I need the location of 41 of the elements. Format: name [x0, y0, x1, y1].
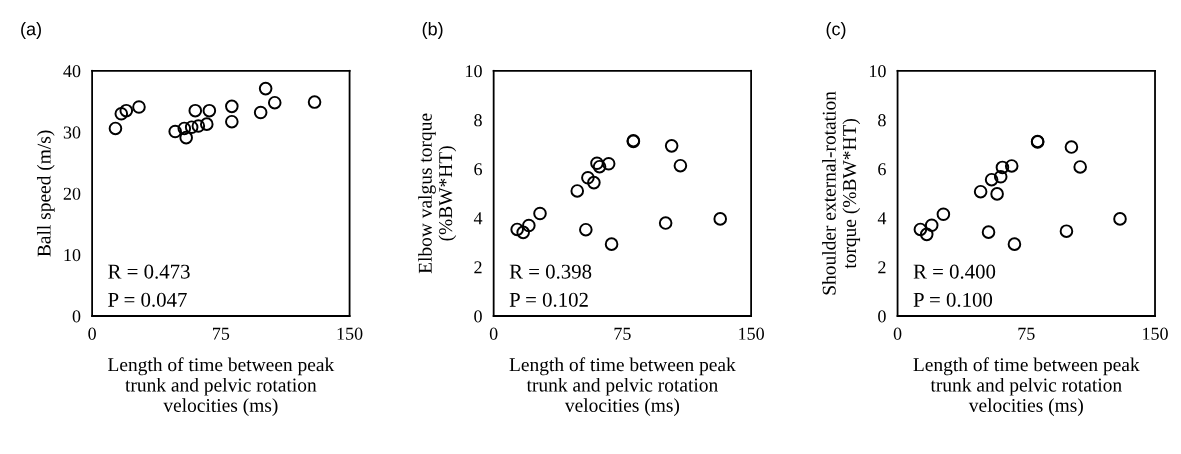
x-axis-title: Length of time between peak trunk and pelvic rotation velocities (ms) [913, 357, 1140, 416]
annotation: R = 0.473 [108, 264, 190, 279]
y-tick-label: 0 [474, 310, 482, 323]
y-tick-label: 2 [474, 261, 482, 274]
x-tick-label: 150 [337, 327, 363, 340]
x-tick-label: 75 [614, 327, 631, 340]
y-tick-label: 30 [63, 126, 81, 139]
y-tick-label: 10 [466, 65, 482, 78]
y-axis-title: Shoulder external-rotation torque (%BW*HT) [822, 91, 861, 295]
x-tick-label: 0 [88, 327, 96, 340]
y-tick-label: 10 [64, 248, 81, 262]
y-tick-label: 10 [869, 65, 886, 78]
x-tick-label: 150 [739, 327, 764, 340]
y-tick-label: 8 [878, 114, 886, 127]
y-tick-label: 6 [474, 163, 483, 176]
chart-title: (b) [422, 22, 443, 39]
x-tick-label: 75 [1018, 327, 1035, 340]
y-tick-label: 20 [63, 187, 81, 200]
chart-title: (a) [21, 22, 41, 39]
y-tick-label: 4 [877, 212, 887, 225]
x-axis-title: Length of time between peak trunk and pelvic rotation velocities (ms) [108, 357, 335, 416]
y-tick-label: 6 [878, 163, 886, 176]
x-tick-label: 75 [213, 327, 230, 340]
annotation: P = 0.102 [509, 292, 588, 307]
y-tick-label: 4 [473, 212, 483, 225]
x-tick-label: 0 [893, 327, 902, 340]
chart-title: (c) [826, 22, 846, 39]
annotation: R = 0.400 [913, 264, 996, 279]
y-tick-label: 8 [474, 114, 482, 127]
y-tick-label: 0 [878, 310, 886, 323]
y-tick-label: 40 [63, 65, 81, 78]
y-tick-label: 2 [878, 261, 886, 274]
annotation: P = 0.100 [913, 292, 993, 307]
annotation: R = 0.398 [509, 264, 592, 279]
x-tick-label: 150 [1143, 327, 1168, 340]
y-axis-title: Elbow valgus torque (%BW*HT) [418, 113, 457, 274]
x-tick-label: 0 [489, 327, 498, 340]
y-axis-title: Ball speed (m/s) [36, 130, 55, 257]
y-tick-label: 0 [72, 310, 81, 323]
x-axis-title: Length of time between peak trunk and pelvic rotation velocities (ms) [509, 357, 736, 416]
annotation: P = 0.047 [108, 292, 187, 307]
